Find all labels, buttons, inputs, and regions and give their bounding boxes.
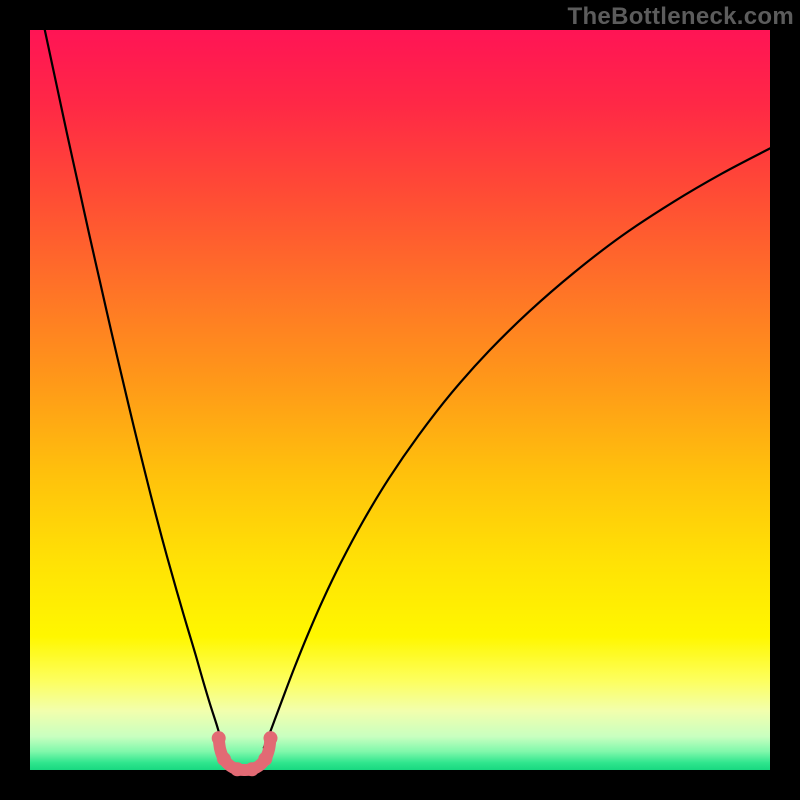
gradient-background <box>30 30 770 770</box>
bottleneck-curve-chart <box>0 0 800 800</box>
watermark-text: TheBottleneck.com <box>568 3 794 31</box>
